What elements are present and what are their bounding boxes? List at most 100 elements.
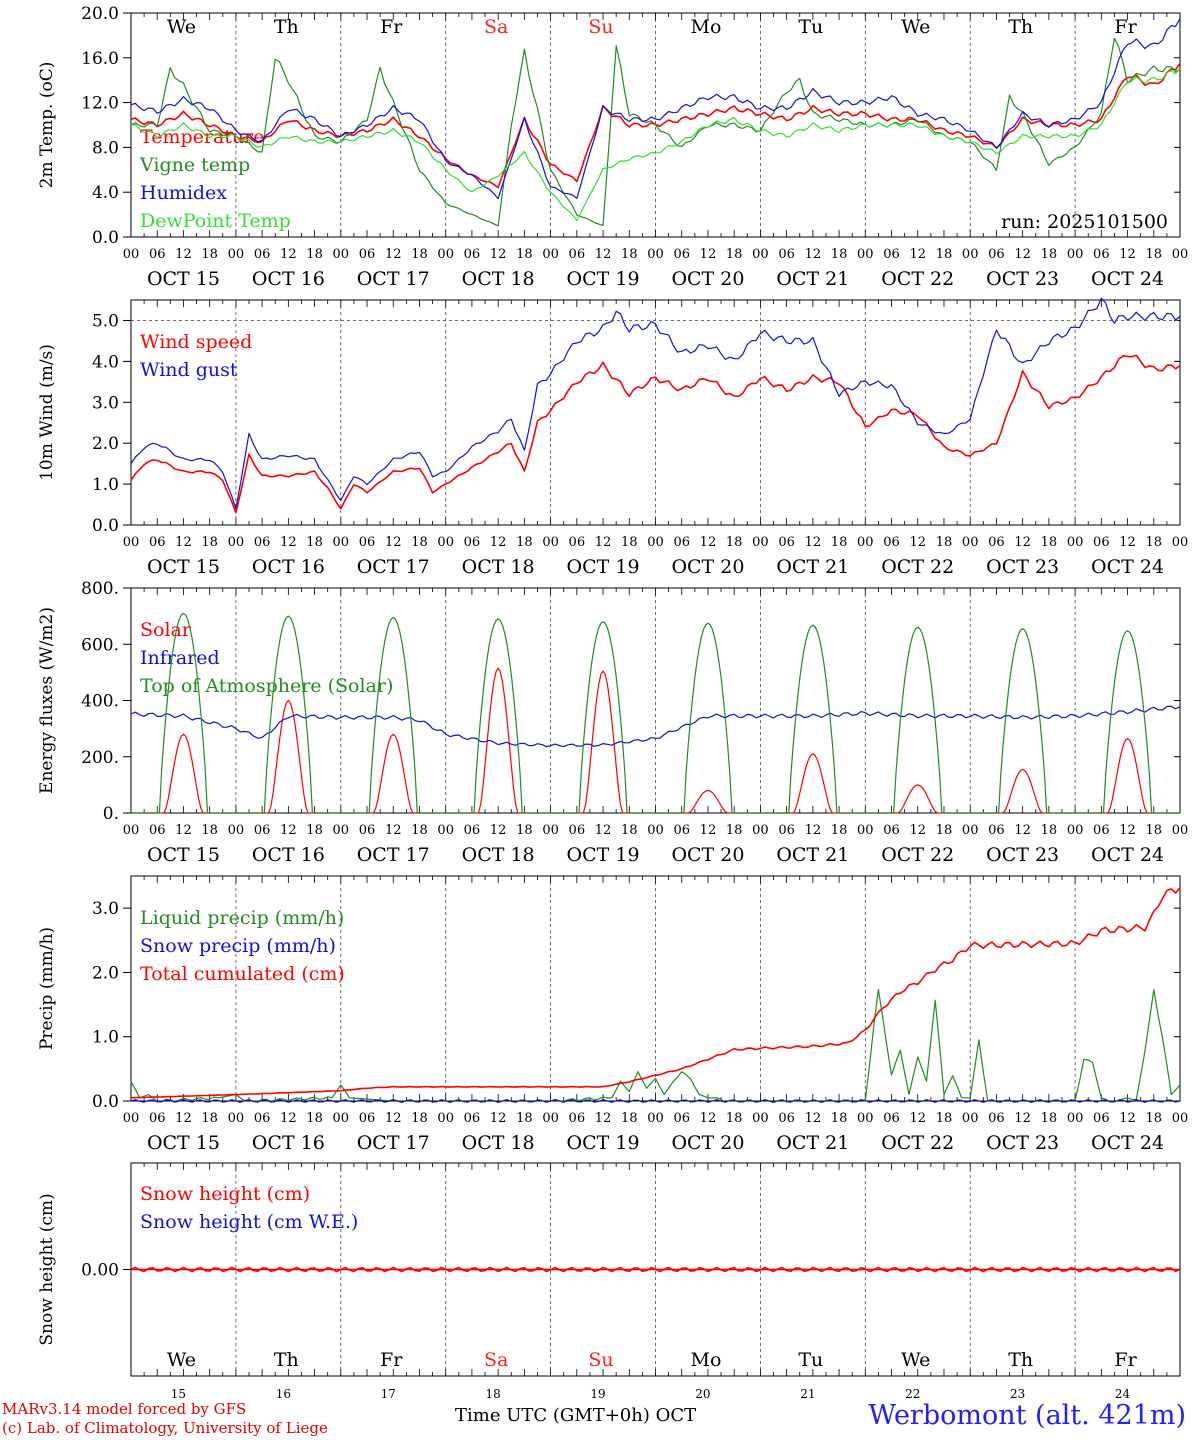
weekday-label-bottom: We [901,1349,930,1371]
precip-hour-label: 18 [306,1111,323,1126]
temp-y-axis-label: 2m Temp. (oC) [37,62,57,189]
flux-hour-label: 00 [857,823,874,838]
wind-frame [130,299,1181,526]
temp-hour-label: 12 [385,247,402,262]
flux-hour-label: 00 [228,823,245,838]
day-number-label: 18 [486,1387,501,1401]
weekday-label-bottom: Th [1008,1349,1033,1371]
wind-hour-label: 00 [437,535,454,550]
weekday-label-bottom: Fr [380,1349,403,1371]
wind-date-label: OCT 24 [1091,556,1164,578]
weekday-label-top: Tu [798,16,823,38]
wind-hour-label: 18 [726,535,743,550]
precip-date-label: OCT 16 [252,1132,325,1154]
wind-hour-label: 06 [673,535,690,550]
flux-hour-label: 12 [280,823,297,838]
wind-hour-label: 12 [700,535,717,550]
weekday-label-top: Fr [1114,16,1137,38]
temp-hour-label: 18 [1146,247,1163,262]
temp-hour-label: 00 [962,247,979,262]
precip-hour-label: 06 [149,1111,166,1126]
temp-hour-label: 12 [280,247,297,262]
temp-date-label: OCT 24 [1091,268,1164,290]
flux-hour-label: 00 [437,823,454,838]
wind-hour-label: 06 [149,535,166,550]
temp-hour-label: 12 [805,247,822,262]
flux-legend-0: Solar [140,619,192,641]
flux-hour-label: 18 [516,823,533,838]
temp-hour-label: 00 [437,247,454,262]
time-axis-label: Time UTC (GMT+0h) OCT [455,1405,697,1426]
flux-hour-label: 06 [569,823,586,838]
wind-hour-label: 06 [883,535,900,550]
flux-date-label: OCT 24 [1091,844,1164,866]
temp-hour-label: 06 [359,247,376,262]
precip-date-label: OCT 24 [1091,1132,1164,1154]
temp-date-label: OCT 20 [671,268,744,290]
temp-hour-label: 00 [647,247,664,262]
precip-hour-label: 12 [385,1111,402,1126]
precip-hour-label: 00 [752,1111,769,1126]
flux-hour-label: 12 [909,823,926,838]
precip-hour-label: 12 [805,1111,822,1126]
flux-hour-label: 18 [936,823,953,838]
temp-date-label: OCT 16 [252,268,325,290]
wind-date-label: OCT 19 [567,556,640,578]
flux-hour-label: 06 [359,823,376,838]
precip-hour-label: 12 [700,1111,717,1126]
temp-series-humidex [130,18,1181,200]
wind-hour-label: 12 [1014,535,1031,550]
flux-y-tick-label: 0. [103,804,119,824]
wind-hour-label: 12 [280,535,297,550]
precip-hour-label: 18 [831,1111,848,1126]
temp-hour-label: 18 [516,247,533,262]
precip-hour-label: 00 [542,1111,559,1126]
flux-y-tick-label: 800. [81,579,119,599]
day-number-label: 17 [381,1387,396,1401]
precip-hour-label: 06 [569,1111,586,1126]
wind-hour-label: 00 [857,535,874,550]
precip-hour-label: 12 [595,1111,612,1126]
flux-hour-label: 18 [1041,823,1058,838]
snow-y-axis-label: Snow height (cm) [37,1193,57,1345]
flux-hour-label: 12 [175,823,192,838]
snow-y-tick-label: 0.00 [81,1261,119,1281]
precip-hour-label: 00 [857,1111,874,1126]
flux-hour-label: 06 [778,823,795,838]
wind-hour-label: 00 [542,535,559,550]
weekday-label-top: Mo [690,16,721,38]
precip-hour-label: 12 [490,1111,507,1126]
precip-hour-label: 00 [123,1111,140,1126]
temp-hour-label: 06 [1093,247,1110,262]
temp-legend-2: Humidex [140,182,227,204]
precip-hour-label: 00 [333,1111,350,1126]
precip-date-label: OCT 19 [567,1132,640,1154]
temp-hour-label: 00 [1172,247,1189,262]
temp-hour-label: 06 [254,247,271,262]
weekday-label-top: Su [588,16,613,38]
precip-hour-label: 12 [1119,1111,1136,1126]
day-number-label: 24 [1115,1387,1131,1401]
wind-hour-label: 18 [1146,535,1163,550]
temp-date-label: OCT 15 [147,268,220,290]
wind-hour-label: 06 [988,535,1005,550]
precip-date-label: OCT 15 [147,1132,220,1154]
wind-y-tick-label: 4.0 [92,352,119,372]
wind-hour-label: 06 [464,535,481,550]
day-number-label: 21 [800,1387,815,1401]
precip-series-total-cumulated-cm- [130,887,1181,1099]
flux-hour-label: 12 [595,823,612,838]
flux-hour-label: 06 [988,823,1005,838]
flux-date-label: OCT 18 [462,844,535,866]
wind-hour-label: 06 [254,535,271,550]
flux-hour-label: 00 [123,823,140,838]
wind-y-tick-label: 3.0 [92,393,119,413]
flux-hour-label: 06 [1093,823,1110,838]
flux-date-label: OCT 21 [776,844,849,866]
flux-hour-label: 18 [411,823,428,838]
temp-hour-label: 00 [1067,247,1084,262]
snow-legend-0: Snow height (cm) [140,1183,310,1205]
flux-y-tick-label: 200. [81,748,119,768]
precip-y-tick-label: 1.0 [92,1028,119,1048]
